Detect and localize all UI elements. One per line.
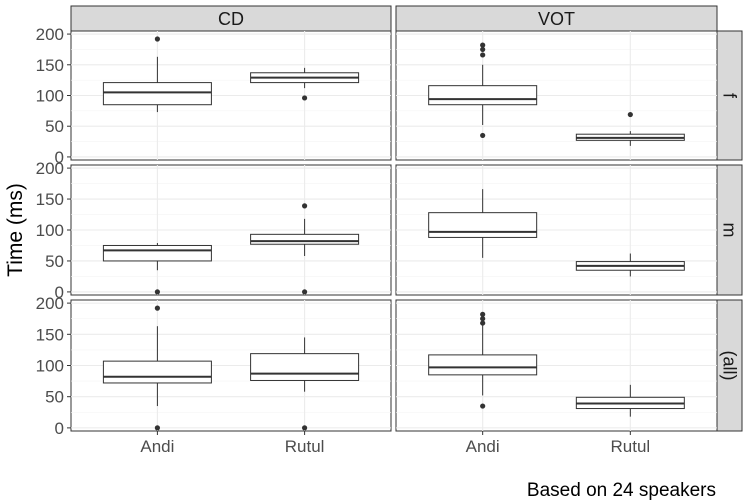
- y-tick-label: 0: [55, 419, 64, 438]
- outlier-point: [154, 289, 160, 295]
- outlier-point: [480, 42, 486, 48]
- y-tick-label: 50: [45, 252, 64, 271]
- box-rutul: [575, 384, 685, 417]
- box-rutul: [250, 337, 360, 431]
- y-tick-label: 100: [36, 221, 64, 240]
- outlier-point: [480, 52, 486, 58]
- x-tick-label: Andi: [466, 437, 500, 456]
- y-tick-label: 100: [36, 87, 64, 106]
- box-iqr: [102, 360, 212, 384]
- caption: Based on 24 speakers: [527, 480, 716, 501]
- y-tick-label: 150: [36, 325, 64, 344]
- y-tick-label: 200: [36, 25, 64, 44]
- box-iqr: [250, 233, 360, 245]
- box-andi: [102, 36, 212, 113]
- box-iqr: [250, 353, 360, 381]
- facet-strip-label: f: [720, 93, 740, 99]
- outlier-point: [302, 289, 308, 295]
- outlier-point: [480, 132, 486, 139]
- box-andi: [428, 42, 538, 139]
- box-rutul: [250, 67, 360, 101]
- facet-strip-label: (all): [720, 351, 740, 381]
- y-axis-title: Time (ms): [4, 183, 27, 277]
- y-tick-label: 0: [55, 283, 64, 302]
- box-andi: [102, 243, 212, 295]
- outlier-point: [480, 311, 486, 317]
- outlier-point: [154, 36, 160, 42]
- y-tick-label: 200: [36, 159, 64, 178]
- x-tick-label: Andi: [140, 437, 174, 456]
- outlier-point: [480, 46, 486, 53]
- box-iqr: [428, 85, 538, 106]
- y-tick-label: 50: [45, 117, 64, 136]
- facet-strip-vot: [395, 5, 718, 32]
- y-tick-label: 150: [36, 190, 64, 209]
- box-andi: [428, 311, 538, 409]
- box-rutul: [250, 203, 360, 295]
- outlier-point: [154, 305, 160, 311]
- y-tick-label: 150: [36, 56, 64, 75]
- box-iqr: [428, 354, 538, 376]
- box-iqr: [102, 82, 212, 106]
- box-rutul: [575, 253, 685, 277]
- outlier-point: [154, 425, 160, 431]
- outlier-point: [480, 403, 486, 409]
- y-tick-label: 50: [45, 388, 64, 407]
- y-tick-label: 200: [36, 294, 64, 313]
- x-tick-label: Rutul: [285, 437, 325, 456]
- facet-strip-row: [716, 30, 743, 161]
- outlier-point: [480, 316, 486, 322]
- facet-strip-cd: [70, 5, 392, 32]
- box-andi: [102, 305, 212, 431]
- outlier-point: [302, 95, 308, 101]
- facet-strip-label: m: [720, 223, 740, 238]
- box-rutul: [575, 111, 685, 146]
- facet-strip-label: CD: [218, 9, 244, 29]
- outlier-point: [302, 203, 308, 209]
- outlier-point: [480, 320, 486, 326]
- outlier-point: [627, 111, 633, 118]
- y-tick-label: 100: [36, 357, 64, 376]
- x-tick-label: Rutul: [610, 437, 650, 456]
- box-andi: [428, 189, 538, 258]
- y-tick-label: 0: [55, 148, 64, 167]
- box-iqr: [428, 212, 538, 238]
- outlier-point: [302, 425, 308, 431]
- box-iqr: [102, 244, 212, 262]
- facet-strip-label: VOT: [538, 9, 575, 29]
- facet-strip-row: [716, 299, 743, 432]
